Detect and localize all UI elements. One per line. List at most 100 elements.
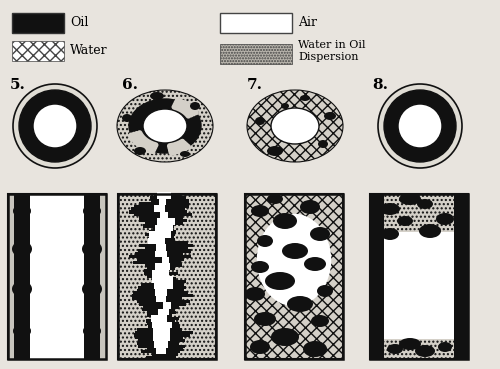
Ellipse shape [180,151,190,157]
Ellipse shape [13,324,31,338]
Bar [154,334,170,341]
Bar [152,270,168,276]
Bar [220,44,292,64]
Bar [156,218,176,225]
Ellipse shape [300,95,310,101]
Ellipse shape [287,296,313,312]
Bar [148,322,179,325]
Ellipse shape [387,344,403,354]
Ellipse shape [83,324,101,338]
Bar [155,263,170,270]
Bar [145,221,183,225]
Bar [135,336,184,339]
Bar [146,347,182,351]
Text: 5.: 5. [10,78,26,92]
Bar [160,199,166,206]
Bar [454,194,468,359]
Bar [132,207,184,211]
Ellipse shape [117,90,213,162]
Bar [160,212,168,218]
Bar [156,347,166,354]
Bar [14,194,30,359]
Bar [138,286,186,289]
Circle shape [19,90,91,162]
Ellipse shape [415,345,435,357]
Bar [142,308,175,311]
Text: 8.: 8. [372,78,388,92]
Bar [146,311,176,314]
Bar [132,297,182,300]
Bar [134,205,189,208]
Ellipse shape [82,281,102,297]
Bar [155,225,174,231]
Bar [154,341,168,348]
Bar [154,289,167,296]
Ellipse shape [310,227,330,241]
Bar [155,235,174,239]
Bar [135,252,184,255]
Ellipse shape [251,261,269,273]
Ellipse shape [381,228,399,240]
Bar [220,13,292,33]
Bar [152,353,178,356]
Bar [134,213,192,216]
Text: Water: Water [70,45,108,58]
Ellipse shape [251,205,269,217]
Ellipse shape [254,312,276,326]
Bar [138,345,185,348]
Ellipse shape [257,235,273,247]
Bar [84,194,100,359]
Circle shape [384,90,456,162]
Bar [148,238,166,244]
Ellipse shape [13,204,31,218]
Bar [147,275,170,278]
Bar [148,325,180,328]
Ellipse shape [122,114,132,122]
Bar [132,261,181,264]
Ellipse shape [436,213,454,225]
Ellipse shape [267,146,283,156]
Bar [135,331,192,334]
Bar [30,194,84,359]
Bar [370,194,468,359]
Bar [245,194,343,359]
Bar [128,255,191,258]
Ellipse shape [83,204,101,218]
Text: Oil: Oil [70,17,88,30]
Ellipse shape [12,281,32,297]
Ellipse shape [380,203,400,215]
Ellipse shape [250,340,270,354]
Bar [370,194,468,359]
Bar [141,283,184,286]
Ellipse shape [438,342,452,352]
Bar [156,277,176,281]
Bar [8,194,106,359]
Bar [132,294,193,297]
Bar [158,308,169,315]
Bar [142,350,180,354]
Circle shape [378,84,462,168]
Bar [144,232,174,236]
Ellipse shape [245,287,265,301]
Bar [154,328,170,335]
Bar [152,238,176,242]
Circle shape [33,104,77,148]
Bar [134,333,190,337]
Circle shape [13,84,97,168]
Ellipse shape [12,241,32,257]
Bar [137,258,184,261]
Bar [139,219,186,222]
Ellipse shape [267,194,283,204]
Bar [162,257,170,263]
Ellipse shape [419,224,441,238]
Bar [154,193,180,197]
Circle shape [398,104,442,148]
Bar [144,224,174,228]
Bar [118,194,216,359]
Bar [149,241,188,244]
Ellipse shape [143,109,187,143]
Ellipse shape [311,315,329,327]
Bar [155,317,178,320]
Ellipse shape [399,193,421,205]
Bar [12,41,64,61]
